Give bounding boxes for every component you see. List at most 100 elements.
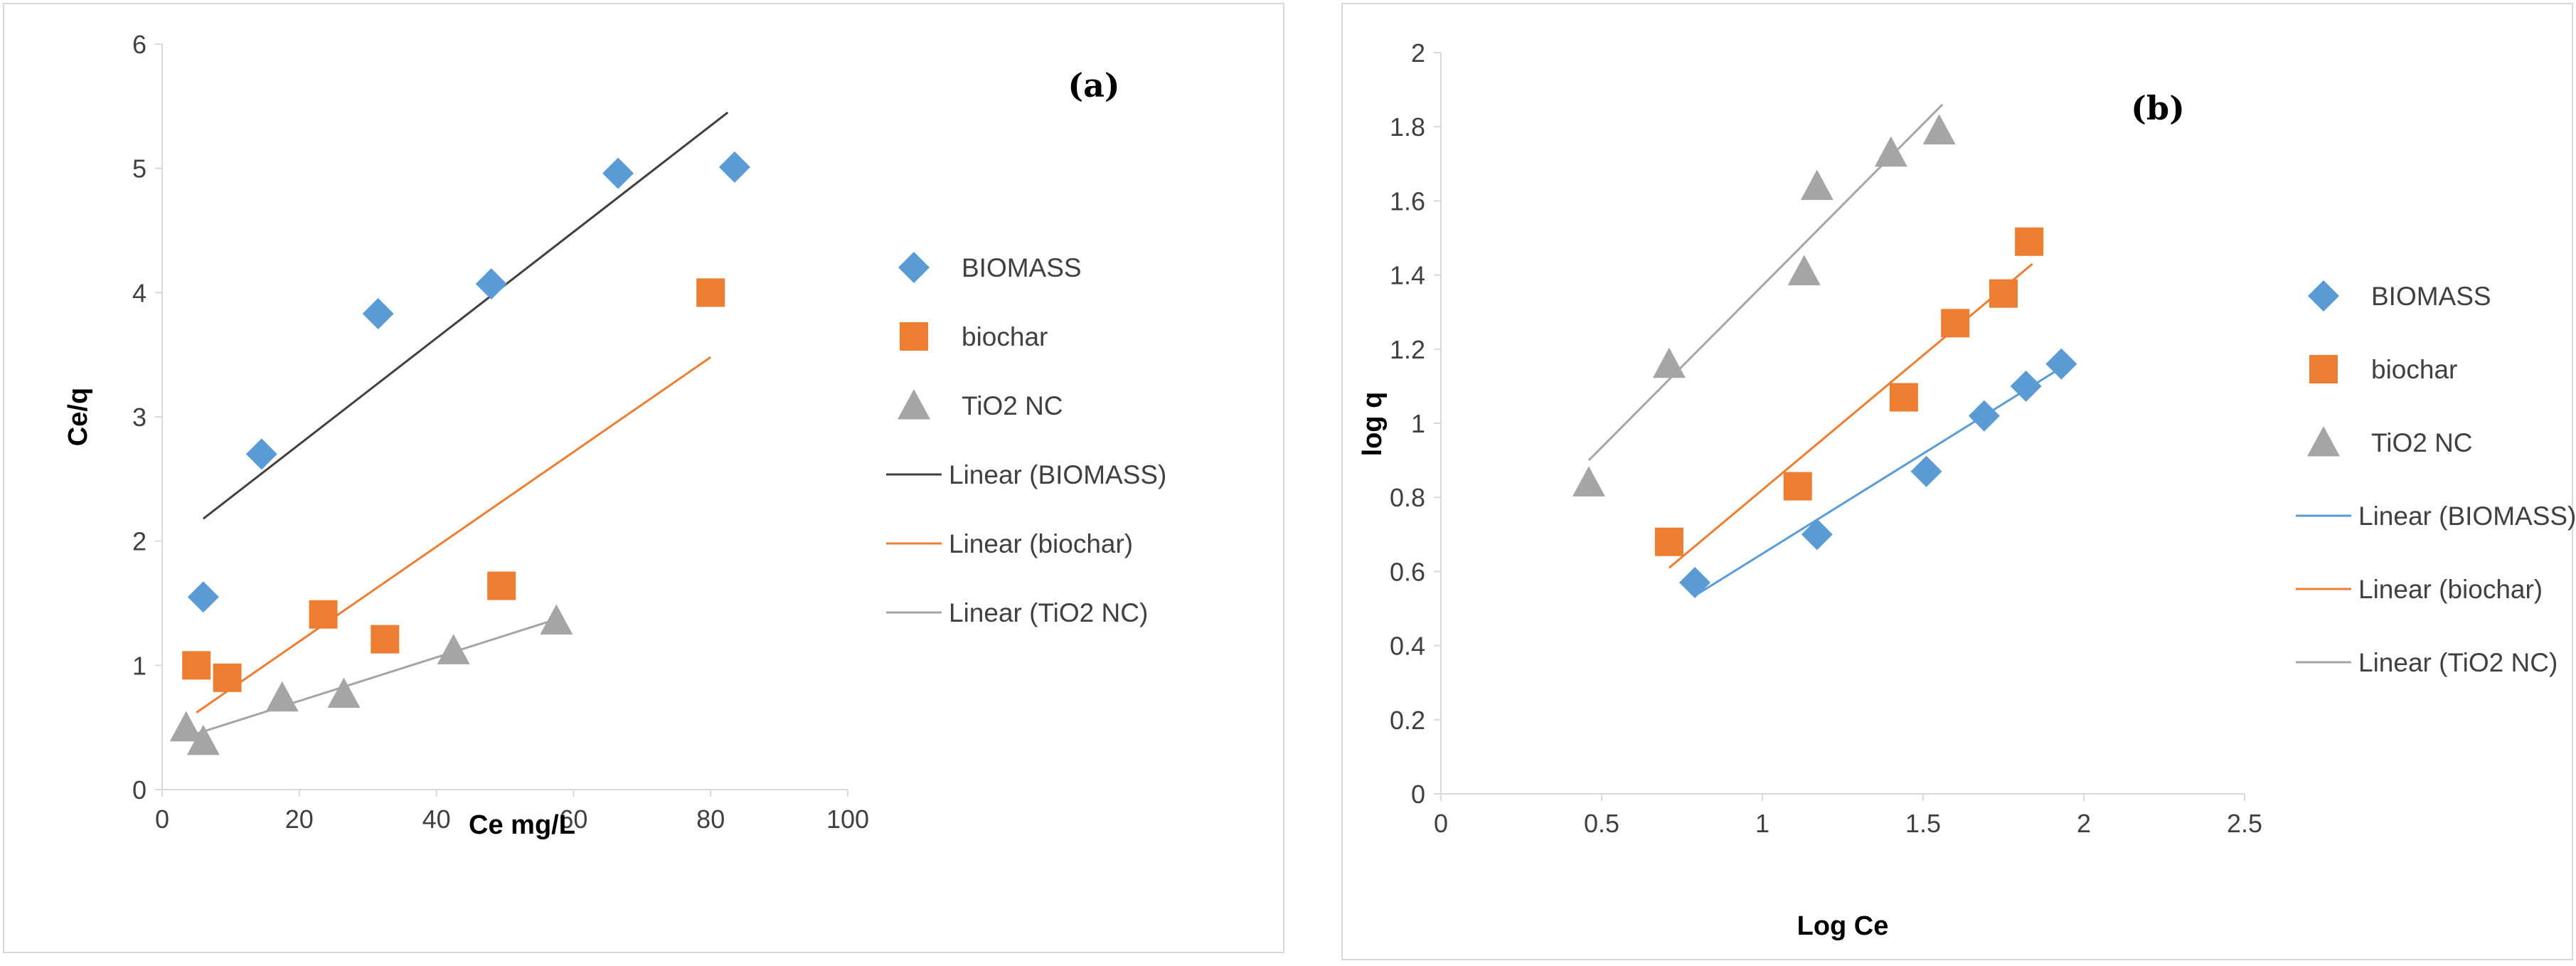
x-tick-label: 40 bbox=[422, 805, 451, 834]
series-tio2-nc bbox=[169, 604, 573, 755]
data-point bbox=[186, 724, 220, 755]
y-tick-label: 0.8 bbox=[1390, 483, 1425, 512]
y-axis-label: log q bbox=[1358, 392, 1388, 457]
data-point bbox=[540, 604, 573, 635]
data-point bbox=[327, 677, 361, 708]
x-axis-label: Log Ce bbox=[1797, 911, 1889, 941]
x-tick-label: 100 bbox=[826, 805, 869, 834]
y-tick-label: 1.4 bbox=[1390, 261, 1425, 290]
y-tick-label: 0 bbox=[1411, 780, 1425, 809]
y-tick-label: 4 bbox=[132, 278, 147, 307]
x-tick-label: 60 bbox=[559, 805, 587, 834]
data-point bbox=[265, 681, 299, 712]
data-point bbox=[1989, 279, 2018, 308]
legend-label: BIOMASS bbox=[2371, 282, 2491, 311]
data-point bbox=[602, 157, 634, 189]
data-point bbox=[1787, 255, 1821, 285]
trendline-0 bbox=[1697, 366, 2063, 595]
data-point bbox=[182, 651, 211, 680]
data-point bbox=[1679, 567, 1711, 599]
data-point bbox=[1783, 472, 1812, 501]
legend-label: Linear (biochar) bbox=[949, 529, 1133, 558]
x-tick-label: 0.5 bbox=[1584, 809, 1619, 838]
data-point bbox=[1874, 136, 1907, 167]
legend-label: Linear (biochar) bbox=[2358, 575, 2543, 604]
x-tick-label: 0 bbox=[155, 805, 169, 834]
data-point bbox=[2010, 370, 2042, 402]
y-tick-label: 0.2 bbox=[1390, 706, 1425, 735]
trendline-2 bbox=[196, 617, 560, 735]
data-point bbox=[475, 268, 507, 300]
data-point bbox=[2015, 227, 2044, 256]
y-tick-label: 5 bbox=[132, 154, 147, 184]
trendline-1 bbox=[1668, 262, 2033, 569]
y-tick-label: 1 bbox=[132, 651, 147, 680]
legend-marker bbox=[2307, 426, 2340, 457]
chart-panel-a: 0 1 2 3 4 5 6 0 20 40 60 80 100 Ce mg/L Ce/q (a) BIOMASS… bbox=[3, 3, 1284, 953]
x-axis-label: Ce mg/L bbox=[469, 810, 575, 840]
x-tick-label: 2.5 bbox=[2227, 809, 2262, 838]
legend-marker bbox=[2309, 355, 2338, 383]
data-point bbox=[1968, 400, 2000, 432]
legend-marker bbox=[900, 322, 928, 351]
data-point bbox=[213, 663, 242, 692]
x-tick-label: 0 bbox=[1434, 809, 1448, 838]
y-axis-label: Ce/q bbox=[63, 388, 93, 446]
data-point bbox=[1572, 466, 1605, 497]
panel-tag: (a) bbox=[1068, 66, 1119, 105]
x-tick-label: 1 bbox=[1755, 809, 1769, 838]
y-tick-label: 1.2 bbox=[1390, 335, 1425, 364]
y-tick-label: 6 bbox=[132, 30, 147, 59]
data-point bbox=[1652, 347, 1686, 378]
data-point bbox=[1889, 383, 1918, 412]
data-point bbox=[1922, 114, 1956, 144]
legend-label: TiO2 NC bbox=[2371, 428, 2473, 457]
legend-marker bbox=[2308, 280, 2339, 312]
y-tick-label: 0 bbox=[132, 775, 147, 805]
data-point bbox=[696, 278, 725, 307]
panel-tag: (b) bbox=[2131, 89, 2185, 127]
data-point bbox=[169, 711, 203, 742]
data-point bbox=[2045, 348, 2077, 380]
data-point bbox=[245, 438, 277, 470]
chart-panel-b: 0 0.2 0.4 0.6 0.8 1 1.2 1.4 1.6 1.8 2 0 0.5 1 1.5 2 2.5 L… bbox=[1341, 3, 2576, 960]
legend-marker bbox=[898, 252, 930, 283]
y-tick-label: 1.6 bbox=[1390, 186, 1425, 216]
chart-b-svg: 0 0.2 0.4 0.6 0.8 1 1.2 1.4 1.6 1.8 2 0 0.5 1 1.5 2 2.5 L… bbox=[1358, 38, 2576, 941]
trendline-0 bbox=[202, 111, 729, 520]
data-point bbox=[362, 298, 394, 330]
legend-label: Linear (TiO2 NC) bbox=[2358, 648, 2558, 677]
data-point bbox=[1654, 527, 1683, 556]
data-point bbox=[1910, 455, 1942, 487]
y-tick-label: 3 bbox=[132, 403, 147, 432]
y-tick-label: 2 bbox=[132, 527, 147, 556]
y-tick-label: 1.8 bbox=[1390, 112, 1425, 142]
data-point bbox=[1800, 169, 1833, 201]
trendline-1 bbox=[196, 356, 712, 713]
data-point bbox=[487, 571, 516, 600]
legend-label: biochar bbox=[2371, 355, 2457, 384]
data-point bbox=[1801, 519, 1833, 551]
series-biomass bbox=[1679, 348, 2077, 599]
data-point bbox=[1941, 309, 1970, 338]
y-tick-label: 1 bbox=[1411, 409, 1425, 438]
data-point bbox=[371, 625, 400, 654]
x-tick-label: 2 bbox=[2077, 809, 2091, 838]
x-tick-label: 20 bbox=[285, 805, 314, 834]
legend-label: BIOMASS bbox=[962, 253, 1082, 282]
series-biochar bbox=[182, 278, 725, 692]
data-point bbox=[718, 151, 750, 183]
series-biomass bbox=[187, 151, 750, 613]
legend-label: biochar bbox=[962, 322, 1048, 351]
legend-label: Linear (TiO2 NC) bbox=[949, 598, 1148, 627]
legend-label: Linear (BIOMASS) bbox=[2358, 501, 2576, 531]
legend-label: TiO2 NC bbox=[962, 391, 1063, 420]
legend-marker bbox=[898, 389, 930, 420]
y-tick-label: 0.6 bbox=[1390, 557, 1425, 586]
y-tick-label: 0.4 bbox=[1390, 632, 1425, 661]
series-tio2-nc bbox=[1572, 114, 1956, 497]
x-tick-label: 1.5 bbox=[1905, 809, 1941, 838]
data-point bbox=[437, 634, 470, 664]
data-point bbox=[187, 581, 219, 613]
y-tick-label: 2 bbox=[1411, 38, 1425, 68]
